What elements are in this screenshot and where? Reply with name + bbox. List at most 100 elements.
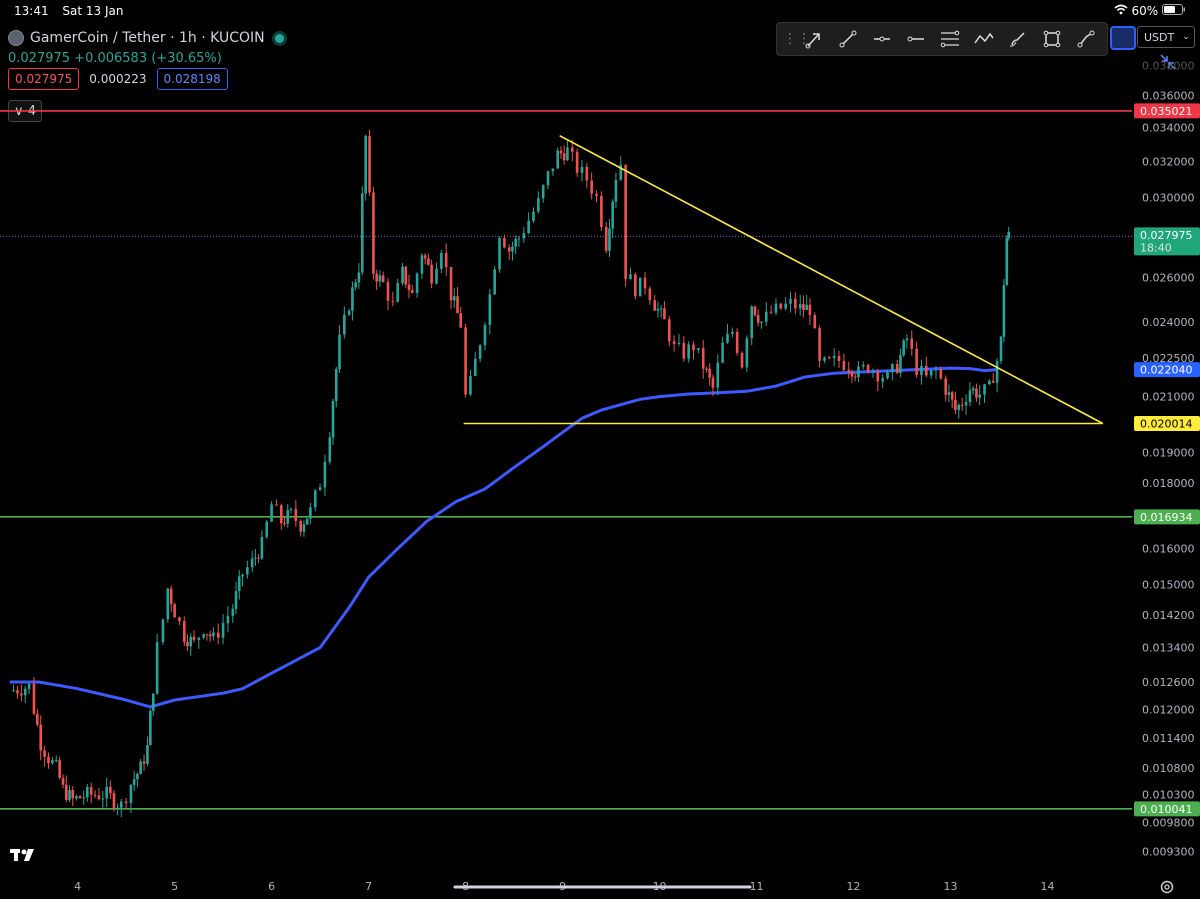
candle-170 (705, 368, 708, 370)
currency-selector[interactable]: USDT ⌄ (1137, 26, 1195, 48)
candle-98 (391, 300, 395, 302)
candle-142 (580, 166, 584, 173)
parallel-channel-icon[interactable] (933, 25, 967, 53)
triangle-top-line[interactable] (559, 135, 1104, 425)
y-tick-0.024000: 0.024000 (1142, 316, 1195, 329)
candle-233 (975, 388, 978, 398)
candle-218 (915, 348, 918, 375)
candle-59 (237, 576, 241, 592)
candle-134 (546, 171, 550, 186)
candle-205 (857, 366, 860, 378)
status-date: Sat 13 Jan (62, 4, 124, 18)
candle-198 (828, 357, 831, 359)
buy-button[interactable]: 0.028198 (156, 68, 228, 90)
arrow-icon[interactable] (797, 25, 831, 53)
candle-61 (246, 567, 249, 575)
horizontal-ray-icon[interactable] (865, 25, 899, 53)
collapse-icon[interactable] (1158, 52, 1178, 72)
brush-icon[interactable] (1001, 25, 1035, 53)
candle-154 (634, 274, 637, 297)
x-tick-11: 11 (750, 880, 764, 893)
candle-73 (294, 509, 298, 522)
candle-9 (47, 756, 50, 764)
candle-6 (36, 713, 39, 725)
candle-159 (656, 308, 660, 311)
candle-171 (708, 368, 711, 378)
candle-77 (309, 507, 312, 519)
candle-60 (241, 574, 244, 577)
candle-213 (895, 364, 899, 373)
triangle-support-label-bg (1134, 416, 1200, 432)
candle-117 (469, 376, 472, 395)
candle-207 (866, 364, 870, 372)
current-price-countdown: 18:40 (1140, 241, 1172, 254)
candle-41 (166, 588, 170, 620)
trendline-icon[interactable] (831, 25, 865, 53)
candle-193 (805, 304, 808, 310)
candle-119 (478, 345, 482, 359)
candle-169 (701, 348, 705, 369)
candle-53 (212, 632, 215, 637)
candle-187 (779, 303, 783, 309)
gear-icon[interactable] (1159, 879, 1175, 895)
candle-99 (396, 283, 399, 302)
candle-25 (105, 786, 108, 799)
candle-175 (726, 333, 729, 343)
y-tick-0.030000: 0.030000 (1142, 191, 1195, 204)
layout-toggle-button[interactable] (1110, 26, 1136, 50)
candle-165 (682, 342, 686, 359)
candle-23 (97, 795, 101, 800)
candle-17 (75, 796, 78, 799)
candle-93 (372, 192, 375, 274)
y-tick-0.015000: 0.015000 (1142, 579, 1195, 592)
symbol-title[interactable]: GamerCoin / Tether · 1h · KUCOIN (30, 30, 265, 46)
x-tick-14: 14 (1041, 880, 1055, 893)
candle-111 (444, 252, 448, 267)
pattern-icon[interactable] (967, 25, 1001, 53)
x-tick-5: 5 (171, 880, 178, 893)
candle-200 (837, 356, 841, 362)
candle-153 (629, 274, 632, 280)
rectangle-icon[interactable] (1035, 25, 1069, 53)
candle-54 (216, 632, 220, 638)
candle-4 (27, 683, 31, 689)
candle-236 (988, 380, 991, 385)
y-tick-0.009300: 0.009300 (1142, 846, 1195, 859)
candle-64 (257, 557, 260, 559)
candle-24 (101, 798, 105, 800)
candle-208 (871, 371, 875, 373)
candle-196 (818, 328, 821, 361)
measure-icon[interactable] (1069, 25, 1103, 53)
candle-90 (360, 193, 364, 273)
candle-173 (716, 362, 720, 388)
y-tick-0.010800: 0.010800 (1142, 762, 1195, 775)
candle-180 (750, 306, 754, 339)
candle-223 (939, 369, 943, 379)
y-tick-0.011400: 0.011400 (1142, 732, 1195, 745)
candle-197 (823, 357, 826, 361)
horizontal-line-icon[interactable] (899, 25, 933, 53)
candle-128 (517, 238, 521, 240)
candle-13 (61, 777, 65, 785)
candle-166 (687, 344, 690, 359)
candle-31 (129, 784, 133, 803)
candle-157 (648, 288, 652, 301)
candle-239 (999, 336, 1003, 362)
candle-192 (802, 304, 805, 310)
candle-32 (132, 779, 136, 785)
ma-label: 0.022040 (1140, 364, 1193, 377)
sell-button[interactable]: 0.027975 (8, 68, 80, 90)
quote-boxes: 0.027975 0.000223 0.028198 (8, 68, 234, 90)
candle-85 (343, 314, 346, 335)
candle-14 (64, 784, 68, 800)
price-change: +0.006583 (+30.65%) (74, 50, 222, 66)
candle-107 (427, 258, 430, 265)
candle-167 (692, 344, 695, 351)
candle-127 (514, 239, 517, 247)
candle-131 (532, 211, 535, 221)
candle-148 (608, 228, 611, 251)
candle-56 (226, 615, 230, 624)
candle-89 (357, 272, 361, 283)
candle-82 (331, 401, 335, 438)
